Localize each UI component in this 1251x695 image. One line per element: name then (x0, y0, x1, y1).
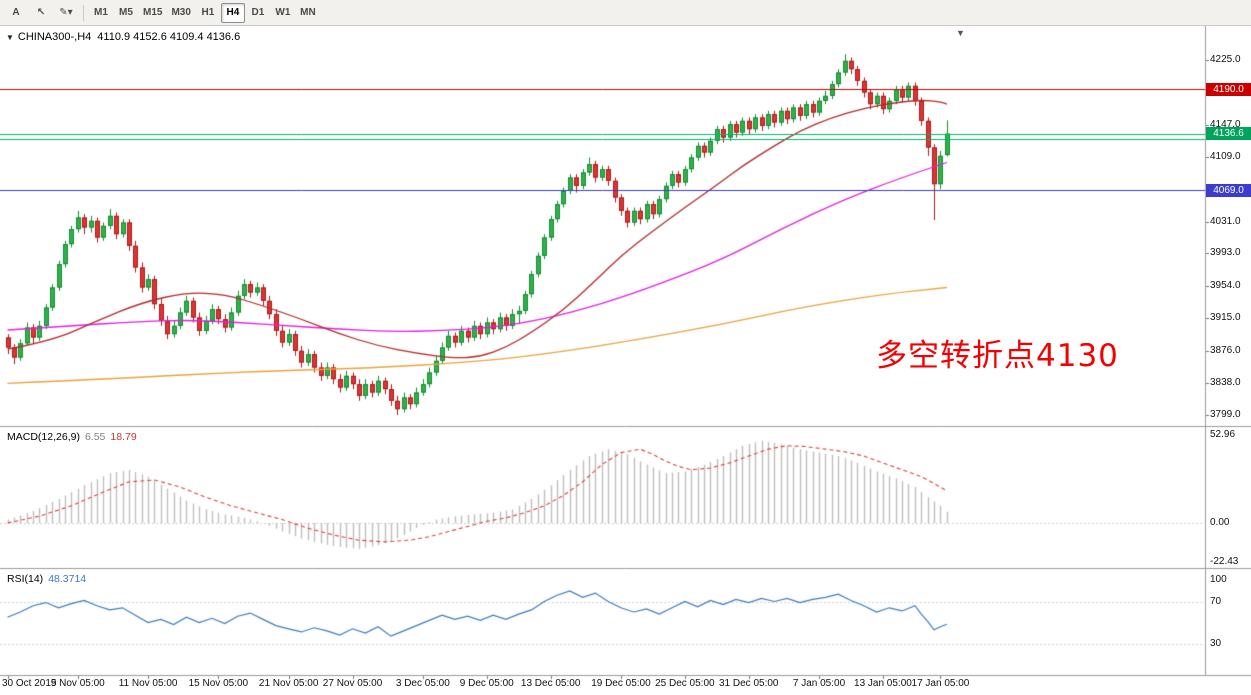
rsi-axis-tick: 70 (1210, 595, 1222, 607)
chart-area: ▼ CHINA300-,H4 4110.9 4152.6 4109.4 4136.6… (0, 26, 1251, 695)
time-axis-label: 3 Dec 05:00 (395, 678, 450, 689)
price-axis-tick: 4031.0 (1210, 215, 1241, 227)
chart-shift-icon: ▼ (956, 28, 965, 38)
timeframe-button-w1[interactable]: W1 (275, 7, 291, 18)
time-axis-label: 7 Jan 05:00 (792, 678, 846, 689)
timeframe-button-h1[interactable]: H1 (201, 7, 215, 18)
rsi-value: 48.3714 (48, 573, 87, 585)
chart-ohlc-values: 4110.9 4152.6 4109.4 4136.6 (97, 31, 241, 43)
price-badge: 4069.0 (1206, 183, 1251, 197)
price-axis-tick: 3799.0 (1210, 409, 1241, 420)
chart-title: ▼ CHINA300-,H4 4110.9 4152.6 4109.4 4136.6 (6, 31, 240, 43)
timeframe-button-m5[interactable]: M5 (119, 7, 133, 18)
toolbar-separator (83, 4, 84, 21)
timeframe-button-mn[interactable]: MN (300, 7, 316, 18)
macd-axis-tick: -22.43 (1210, 555, 1239, 567)
palette-dropdown-button[interactable]: ✎▾ (59, 7, 73, 18)
chart-text-annotation[interactable]: 多空转折点4130 (876, 338, 1119, 374)
chart-canvas[interactable] (0, 26, 1251, 695)
price-axis-tick: 4225.0 (1210, 54, 1241, 65)
price-badge: 4190.0 (1206, 82, 1251, 96)
macd-axis-tick: 0.00 (1210, 517, 1230, 528)
time-axis-label: 9 Dec 05:00 (459, 678, 514, 689)
price-axis-tick: 3876.0 (1210, 344, 1241, 356)
chart-symbol-timeframe: CHINA300-,H4 (17, 31, 92, 43)
price-axis-tick: 4147.0 (1210, 119, 1241, 130)
rsi-name: RSI(14) (7, 573, 44, 585)
timeframe-button-m30[interactable]: M30 (171, 7, 191, 18)
macd-name: MACD(12,26,9) (7, 431, 80, 443)
time-axis-label: 27 Nov 05:00 (322, 678, 383, 689)
macd-axis-tick: 52.96 (1210, 429, 1236, 440)
time-axis-label: 11 Nov 05:00 (118, 678, 178, 689)
time-axis-label: 5 Nov 05:00 (50, 678, 105, 689)
chart-toolbar: A ↖ ✎▾ M1 M5 M15 M30 H1 H4 D1 W1 MN (0, 0, 1251, 26)
price-axis-tick: 3915.0 (1210, 312, 1241, 324)
time-axis-label: 19 Dec 05:00 (591, 678, 651, 689)
time-axis-label: 25 Dec 05:00 (655, 678, 715, 689)
price-axis-tick: 3993.0 (1210, 247, 1241, 259)
price-axis-tick: 4109.0 (1210, 150, 1241, 162)
timeframe-button-group: M1 M5 M15 M30 H1 H4 D1 W1 MN (89, 2, 320, 23)
collapse-arrow-icon[interactable]: ▼ (6, 33, 14, 42)
timeframe-button-m1[interactable]: M1 (94, 7, 108, 18)
price-badge: 4136.6 (1206, 127, 1251, 141)
tool-button-group: A ↖ ✎▾ (4, 3, 78, 23)
time-axis-label: 17 Jan 05:00 (911, 678, 970, 689)
macd-main-value: 6.55 (84, 431, 106, 443)
time-axis-label: 13 Jan 05:00 (854, 678, 912, 689)
time-axis-label: 15 Nov 05:00 (188, 678, 249, 689)
timeframe-button-d1[interactable]: D1 (251, 7, 265, 18)
rsi-axis-tick: 100 (1210, 574, 1227, 585)
time-axis-label: 21 Nov 05:00 (258, 678, 319, 689)
cursor-tool-button[interactable]: ↖ (36, 7, 46, 18)
macd-indicator-label: MACD(12,26,9) 6.55 18.79 (7, 431, 137, 443)
time-axis-label: 13 Dec 05:00 (520, 678, 581, 689)
text-tool-button[interactable]: A (12, 7, 20, 18)
timeframe-button-m15[interactable]: M15 (143, 7, 163, 18)
rsi-axis-tick: 30 (1210, 637, 1222, 649)
macd-signal-value: 18.79 (110, 431, 137, 443)
time-axis-label: 31 Dec 05:00 (718, 678, 779, 689)
price-axis-tick: 3838.0 (1210, 376, 1241, 388)
price-axis-tick: 3954.0 (1210, 279, 1241, 291)
time-axis-label: 30 Oct 2019 (2, 678, 57, 689)
timeframe-button-h4[interactable]: H4 (220, 2, 245, 23)
rsi-indicator-label: RSI(14) 48.3714 (7, 573, 86, 585)
